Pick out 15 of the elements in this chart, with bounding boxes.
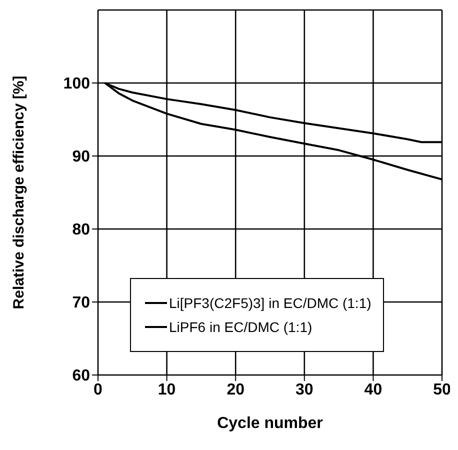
legend-label: Li[PF3(C2F5)3] in EC/DMC (1:1): [169, 295, 372, 311]
x-tick-label: 20: [226, 381, 245, 398]
y-tick-label: 70: [72, 294, 90, 312]
y-tick-label: 100: [63, 76, 90, 93]
legend-label: LiPF6 in EC/DMC (1:1): [169, 319, 312, 335]
x-tick-label: 30: [296, 381, 314, 398]
y-tick-label: 60: [72, 368, 90, 385]
x-tick-label: 50: [433, 381, 451, 398]
y-tick-label: 90: [72, 148, 90, 166]
x-tick-label: 40: [364, 381, 382, 398]
x-tick-label: 0: [94, 381, 103, 398]
x-tick-label: 10: [158, 381, 176, 398]
y-axis-title: Relative discharge efficiency [%]: [10, 76, 28, 310]
y-tick-label: 80: [72, 222, 90, 239]
x-axis-title: Cycle number: [217, 415, 323, 432]
